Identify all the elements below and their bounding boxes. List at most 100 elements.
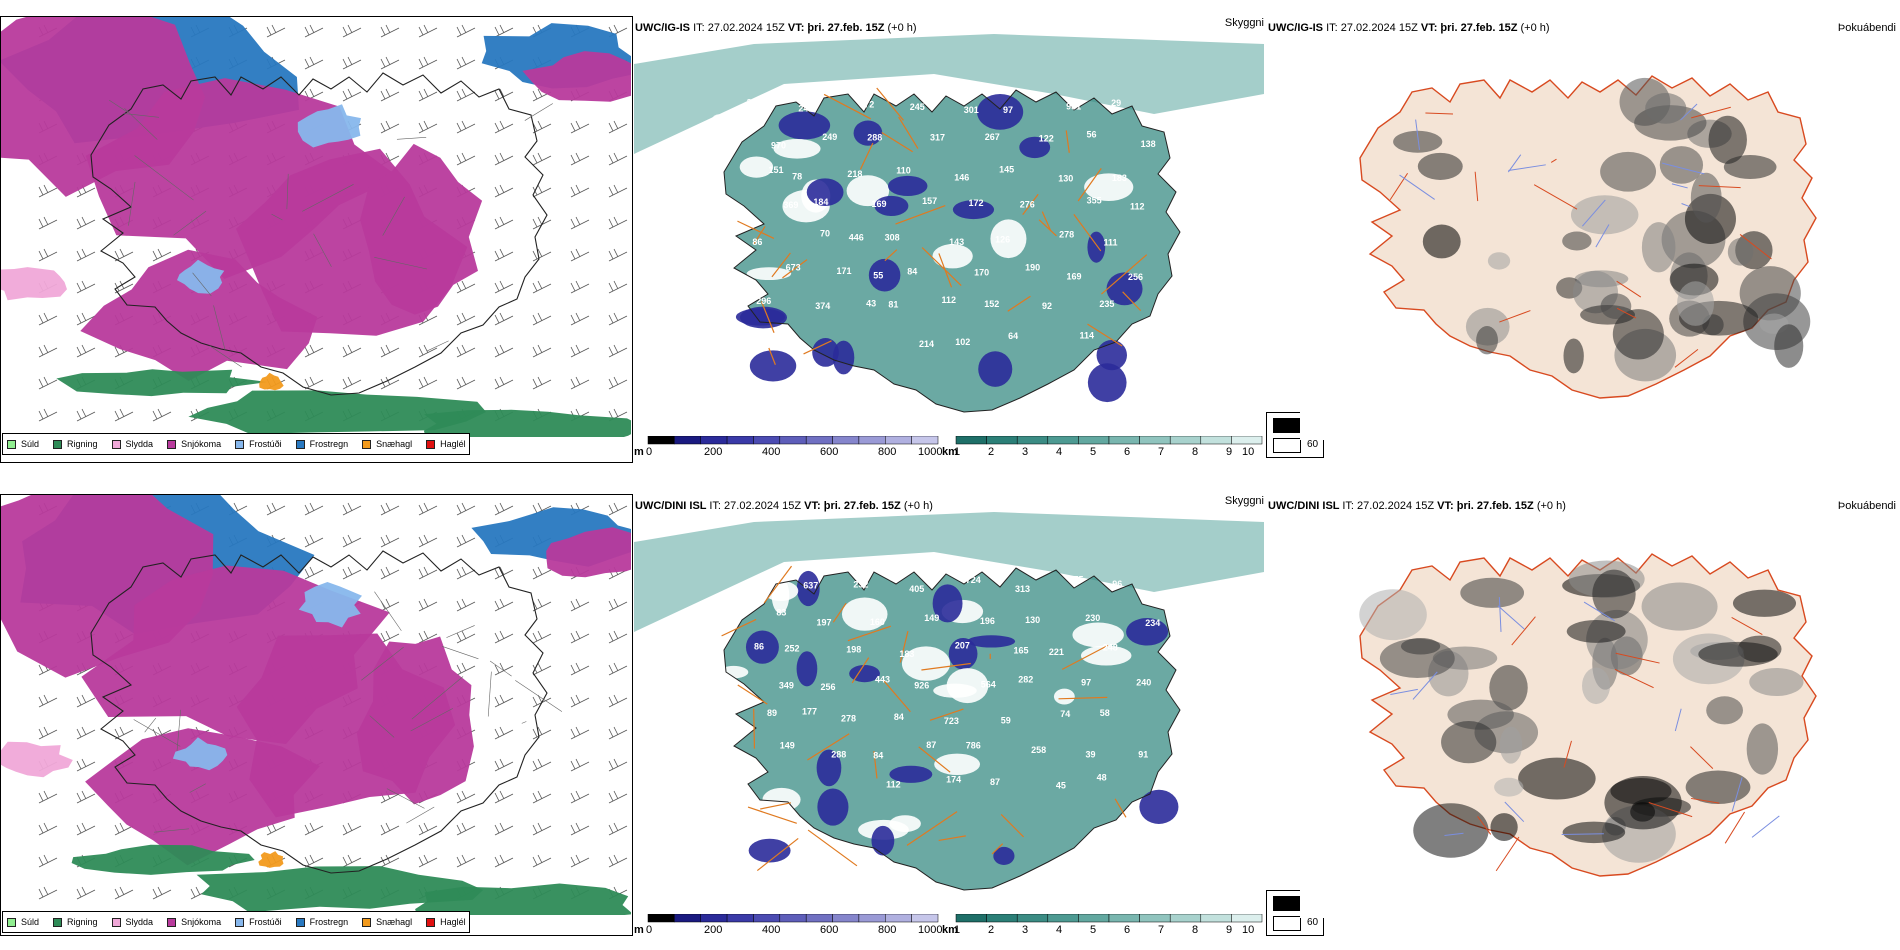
visibility-patch bbox=[718, 665, 749, 679]
visibility-value-label: 282 bbox=[1018, 675, 1033, 685]
wind-barb bbox=[418, 88, 438, 102]
lead-time: (+0 h) bbox=[1520, 22, 1550, 34]
visibility-patch bbox=[932, 584, 963, 623]
wind-barb bbox=[380, 344, 400, 358]
legend-swatch bbox=[53, 439, 63, 449]
fog-patch bbox=[1393, 130, 1443, 153]
wind-barb bbox=[76, 280, 96, 294]
visibility-patch bbox=[889, 765, 933, 783]
road-or-river-line bbox=[1583, 601, 1615, 622]
colorbar-meters-segment bbox=[753, 436, 781, 445]
visibility-value-label: 221 bbox=[1049, 647, 1064, 657]
visibility-patch bbox=[1084, 173, 1134, 202]
precip-area bbox=[85, 728, 320, 866]
visibility-colorbar-km: km 1 2 3 4 5 6 7 8 9 10 bbox=[942, 914, 1278, 940]
valid-time-label: VT: bbox=[1437, 500, 1457, 512]
wind-barb bbox=[418, 376, 438, 390]
wind-barb bbox=[380, 88, 400, 102]
colorbar-meters-segment bbox=[832, 436, 860, 445]
fog-panel-header: UWC/IG-IS IT: 27.02.2024 15Z VT: þri. 27… bbox=[1268, 22, 1550, 34]
road-line bbox=[487, 671, 492, 717]
fog-key-swatch bbox=[1273, 896, 1301, 911]
visibility-patch bbox=[806, 178, 844, 207]
road-line bbox=[521, 721, 527, 724]
wind-barb bbox=[304, 24, 324, 38]
road-line bbox=[906, 811, 958, 846]
visibility-value-label: 97 bbox=[1081, 677, 1091, 687]
wind-barb bbox=[608, 694, 628, 708]
wind-barb bbox=[38, 790, 58, 804]
wind-barb bbox=[456, 854, 476, 868]
visibility-value-label: 637 bbox=[803, 581, 818, 591]
fog-patch bbox=[1746, 723, 1779, 775]
visibility-value-label: 146 bbox=[954, 172, 969, 182]
visibility-value-label: 981 bbox=[1066, 101, 1081, 111]
precip-area bbox=[0, 741, 73, 778]
road-line bbox=[173, 210, 207, 236]
legend-item: Frostregn bbox=[295, 439, 348, 449]
road-line bbox=[1073, 214, 1102, 252]
visibility-value-label: 122 bbox=[1039, 133, 1054, 143]
visibility-colorbar-km: km 1 2 3 4 5 6 7 8 9 10 bbox=[942, 436, 1278, 462]
fog-patch bbox=[1645, 93, 1687, 124]
wind-barb bbox=[418, 630, 438, 644]
visibility-value-label: 926 bbox=[914, 681, 929, 691]
wind-barb bbox=[304, 344, 324, 358]
visibility-value-label: 43 bbox=[866, 298, 876, 308]
road-line bbox=[213, 305, 226, 350]
legend-swatch bbox=[7, 439, 16, 449]
road-line bbox=[1058, 696, 1108, 700]
fog-patch bbox=[1413, 803, 1489, 858]
wind-barb bbox=[608, 280, 628, 294]
visibility-value-label: 234 bbox=[1145, 618, 1160, 628]
visibility-value-label: 143 bbox=[949, 237, 964, 247]
colorbar-km-tick-label: 6 bbox=[1124, 446, 1131, 458]
visibility-patch bbox=[978, 351, 1013, 387]
visibility-patch bbox=[889, 815, 921, 833]
wind-barb bbox=[418, 822, 438, 836]
wind-barb bbox=[456, 534, 476, 548]
visibility-value-label: 64 bbox=[1008, 331, 1018, 341]
wind-barb bbox=[266, 502, 286, 516]
wind-barb bbox=[456, 790, 476, 804]
colorbar-meters-segment bbox=[700, 436, 728, 445]
fog-patch bbox=[1774, 324, 1804, 368]
legend-label: Slydda bbox=[125, 917, 154, 927]
road-line bbox=[192, 272, 212, 297]
wind-barb bbox=[532, 790, 552, 804]
colorbar-km-segment bbox=[1200, 914, 1232, 923]
wind-barb bbox=[532, 630, 552, 644]
road-line bbox=[176, 709, 181, 751]
legend-label: Slydda bbox=[125, 439, 154, 449]
legend-swatch bbox=[295, 439, 305, 449]
wind-barb bbox=[456, 822, 476, 836]
model-name: UWC/DINI ISL bbox=[635, 500, 710, 512]
colorbar-meters-segment bbox=[885, 914, 912, 923]
legend-swatch bbox=[167, 439, 177, 449]
wind-barb bbox=[456, 502, 476, 516]
visibility-value-label: 59 bbox=[1001, 716, 1011, 726]
precip-area bbox=[258, 851, 284, 868]
wind-barb bbox=[570, 312, 590, 326]
road-line bbox=[753, 708, 756, 749]
wind-barb bbox=[342, 376, 362, 390]
colorbar-meters-tick-label: 200 bbox=[704, 446, 723, 458]
precip-area bbox=[196, 866, 484, 913]
road-or-river-line bbox=[1662, 162, 1705, 175]
wind-barb bbox=[608, 758, 628, 772]
colorbar-meters-segment bbox=[674, 914, 701, 923]
colorbar-km-unit: km bbox=[942, 924, 958, 936]
wind-barb bbox=[456, 120, 476, 134]
legend-swatch bbox=[235, 439, 245, 449]
visibility-value-label: 81 bbox=[888, 300, 898, 310]
visibility-patch bbox=[1087, 363, 1127, 403]
fog-patch bbox=[1698, 641, 1778, 667]
legend-swatch bbox=[295, 917, 305, 927]
fog-patch bbox=[1359, 589, 1427, 641]
precip-area bbox=[177, 259, 225, 294]
precip-area bbox=[360, 143, 483, 315]
road-or-river-line bbox=[1389, 172, 1409, 201]
road-line bbox=[883, 680, 911, 713]
visibility-patch bbox=[977, 94, 1024, 130]
visibility-value-label: 183 bbox=[1112, 173, 1127, 183]
